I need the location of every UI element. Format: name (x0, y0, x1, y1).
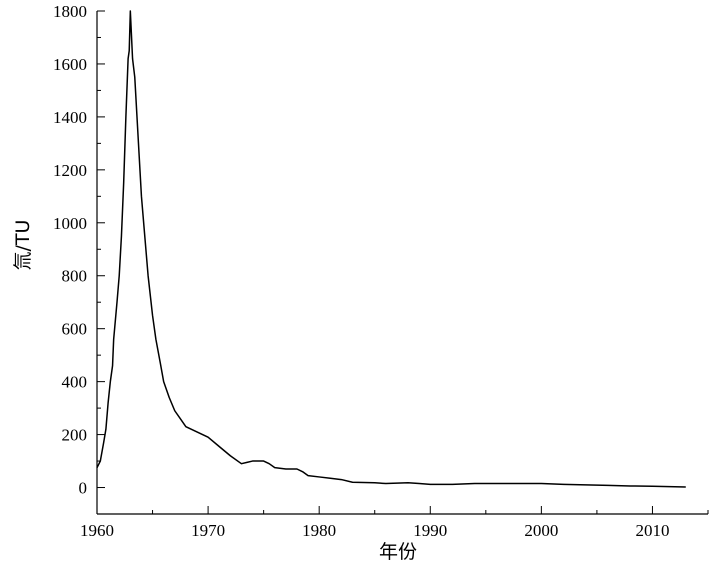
x-axis-label: 年份 (379, 541, 417, 563)
x-tick-label: 2010 (635, 521, 669, 540)
x-tick-label: 1990 (413, 521, 447, 540)
y-tick-label: 200 (62, 426, 88, 445)
y-tick-label: 1800 (53, 2, 87, 21)
series-line (96, 10, 686, 488)
y-tick-label: 600 (62, 320, 88, 339)
x-tick-label: 1970 (191, 521, 225, 540)
x-tick-label: 1960 (80, 521, 114, 540)
axes (96, 11, 708, 515)
y-tick-label: 1200 (53, 161, 87, 180)
y-tick-label: 800 (62, 267, 88, 286)
y-tick-label: 1400 (53, 108, 87, 127)
x-tick-label: 1980 (302, 521, 336, 540)
plot-area (96, 10, 686, 488)
x-tick-label: 2000 (524, 521, 558, 540)
y-axis-label: 氚/TU (12, 220, 34, 271)
x-ticks: 1960 1970 1980 1990 2000 2010 (80, 506, 709, 540)
y-tick-label: 0 (79, 479, 88, 498)
y-tick-label: 1600 (53, 55, 87, 74)
y-ticks: 0 200 400 600 800 1000 1200 1400 1600 1800 (53, 2, 105, 515)
y-tick-label: 400 (62, 373, 88, 392)
y-tick-label: 1000 (53, 214, 87, 233)
